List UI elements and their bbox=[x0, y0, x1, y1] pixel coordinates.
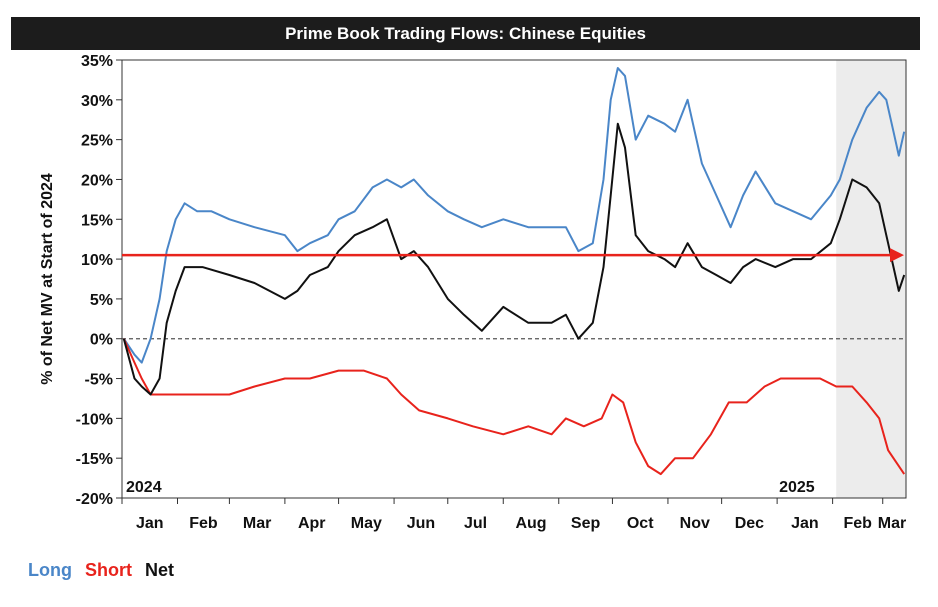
x-tick-label: Jan bbox=[791, 515, 819, 532]
y-tick-label: 10% bbox=[81, 252, 113, 269]
x-tick-label: Apr bbox=[298, 515, 326, 532]
x-tick-label: Jan bbox=[136, 515, 164, 532]
legend-entry-long: Long bbox=[28, 560, 72, 580]
chart-title: Prime Book Trading Flows: Chinese Equiti… bbox=[11, 17, 920, 50]
y-axis-label: % of Net MV at Start of 2024 bbox=[39, 173, 56, 385]
y-tick-label: -20% bbox=[76, 491, 113, 508]
year-label-2025: 2025 bbox=[779, 479, 815, 496]
y-tick-label: -15% bbox=[76, 451, 113, 468]
y-tick-label: 15% bbox=[81, 212, 113, 229]
plot-frame bbox=[121, 59, 907, 499]
x-tick-label: May bbox=[351, 515, 382, 532]
x-tick-label: Jun bbox=[407, 515, 435, 532]
reference-arrow-head bbox=[890, 248, 904, 263]
year-label-2024: 2024 bbox=[126, 479, 162, 496]
series-net-line bbox=[122, 122, 906, 396]
x-tick-label: Mar bbox=[878, 515, 906, 532]
legend: Long Short Net bbox=[28, 560, 182, 581]
y-tick-label: 35% bbox=[81, 53, 113, 70]
x-tick-label: Nov bbox=[680, 515, 710, 532]
legend-entry-net: Net bbox=[145, 560, 175, 580]
x-tick-label: Mar bbox=[243, 515, 271, 532]
x-tick-label: Dec bbox=[735, 515, 764, 532]
x-tick-label: Sep bbox=[571, 515, 601, 532]
y-tick-label: -10% bbox=[76, 411, 113, 428]
y-tick-label: 30% bbox=[81, 93, 113, 110]
x-tick-label: Aug bbox=[515, 515, 546, 532]
y-tick-label: 0% bbox=[90, 332, 113, 349]
x-tick-label: Jul bbox=[464, 515, 487, 532]
x-tick-label: Feb bbox=[189, 515, 218, 532]
x-tick-label: Oct bbox=[627, 515, 654, 532]
x-tick-label: Feb bbox=[843, 515, 872, 532]
legend-entry-short: Short bbox=[85, 560, 132, 580]
y-tick-label: 5% bbox=[90, 292, 113, 309]
y-tick-label: 25% bbox=[81, 133, 113, 150]
series-short-line bbox=[122, 338, 906, 476]
y-tick-label: -5% bbox=[85, 372, 113, 389]
series-long-line bbox=[122, 67, 906, 364]
y-tick-label: 20% bbox=[81, 172, 113, 189]
